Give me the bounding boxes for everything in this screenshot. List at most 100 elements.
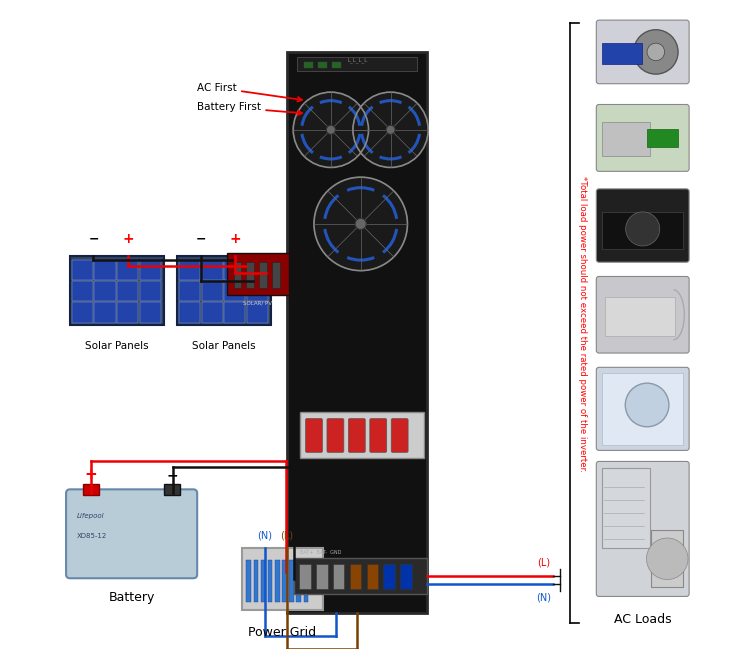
Text: L_L_L_L: L_L_L_L — [347, 57, 368, 62]
Bar — [602, 212, 683, 249]
Circle shape — [326, 125, 335, 134]
Text: −: − — [88, 233, 99, 246]
FancyBboxPatch shape — [596, 104, 689, 171]
Text: Lifepool: Lifepool — [76, 513, 104, 519]
Bar — [247, 302, 268, 323]
Bar — [247, 260, 268, 280]
Bar — [117, 281, 138, 301]
Bar — [202, 281, 223, 301]
Bar — [605, 297, 676, 336]
Bar — [227, 253, 289, 295]
Bar — [94, 302, 116, 323]
Circle shape — [646, 538, 688, 580]
Bar — [224, 281, 245, 301]
FancyBboxPatch shape — [66, 489, 197, 578]
Bar — [83, 484, 99, 495]
Bar — [367, 564, 378, 589]
Bar — [602, 43, 641, 64]
Bar — [300, 412, 424, 458]
Text: SOLAR/ PV: SOLAR/ PV — [243, 300, 272, 306]
Text: *Total load power should not exceed the rated power of the inverter.: *Total load power should not exceed the … — [578, 177, 587, 472]
Text: +: + — [84, 467, 97, 482]
Bar — [296, 560, 301, 602]
Bar — [140, 260, 160, 280]
FancyBboxPatch shape — [596, 189, 689, 262]
Text: (N): (N) — [536, 593, 551, 602]
Text: XD85-12: XD85-12 — [76, 533, 106, 539]
Bar — [202, 260, 223, 280]
Bar — [140, 302, 160, 323]
Bar — [224, 302, 245, 323]
Bar — [140, 281, 160, 301]
Bar — [275, 560, 280, 602]
Bar — [602, 123, 650, 156]
Bar — [294, 558, 427, 594]
FancyBboxPatch shape — [392, 419, 408, 452]
FancyBboxPatch shape — [596, 367, 689, 450]
Text: AC First: AC First — [196, 82, 302, 101]
Bar — [304, 560, 308, 602]
Bar — [247, 262, 254, 288]
FancyBboxPatch shape — [596, 461, 689, 596]
Bar — [224, 260, 245, 280]
Bar — [282, 560, 286, 602]
Bar — [333, 564, 344, 589]
Bar — [290, 560, 294, 602]
Bar — [72, 260, 93, 280]
Bar — [179, 260, 200, 280]
Bar — [652, 530, 683, 587]
Bar — [261, 560, 266, 602]
Bar — [400, 564, 412, 589]
Circle shape — [386, 125, 395, 134]
Text: (L): (L) — [280, 531, 293, 541]
Bar — [602, 468, 650, 548]
Bar — [318, 62, 327, 68]
FancyBboxPatch shape — [596, 20, 689, 84]
Bar — [70, 256, 164, 324]
FancyBboxPatch shape — [596, 276, 689, 353]
Bar — [304, 62, 313, 68]
Bar — [72, 302, 93, 323]
Bar — [332, 62, 341, 68]
Bar — [350, 564, 361, 589]
Circle shape — [314, 177, 407, 271]
Bar — [299, 564, 310, 589]
Bar — [94, 281, 116, 301]
Text: Solar Panels: Solar Panels — [192, 341, 256, 350]
Circle shape — [353, 92, 428, 167]
Circle shape — [293, 92, 368, 167]
Bar — [117, 260, 138, 280]
Bar — [233, 262, 242, 288]
Bar — [117, 302, 138, 323]
FancyBboxPatch shape — [370, 419, 387, 452]
Bar — [268, 560, 272, 602]
Bar — [297, 57, 417, 71]
Text: (L): (L) — [537, 557, 550, 567]
Text: BAT+  BAT-  GND: BAT+ BAT- GND — [300, 550, 342, 555]
Bar — [316, 564, 328, 589]
Bar — [254, 560, 258, 602]
FancyBboxPatch shape — [349, 419, 365, 452]
Bar — [287, 52, 427, 613]
Bar — [272, 262, 280, 288]
Text: Battery: Battery — [109, 591, 154, 604]
Bar — [179, 281, 200, 301]
Bar — [247, 281, 268, 301]
Bar — [179, 302, 200, 323]
Text: AC Loads: AC Loads — [614, 613, 671, 626]
Circle shape — [355, 218, 366, 230]
FancyBboxPatch shape — [327, 419, 344, 452]
Bar — [647, 129, 678, 147]
Text: −: − — [195, 233, 206, 246]
Bar — [164, 484, 180, 495]
Bar — [383, 564, 395, 589]
Bar — [260, 262, 267, 288]
Text: +: + — [122, 232, 134, 246]
Bar — [242, 548, 323, 610]
Bar — [202, 302, 223, 323]
Bar — [94, 260, 116, 280]
Bar — [72, 281, 93, 301]
Bar — [177, 256, 272, 324]
Circle shape — [647, 43, 664, 60]
Bar — [602, 373, 683, 445]
